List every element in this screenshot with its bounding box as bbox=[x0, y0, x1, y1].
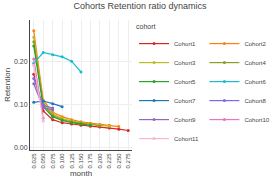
svg-text:Cohort11: Cohort11 bbox=[174, 136, 199, 142]
svg-text:0.100: 0.100 bbox=[59, 153, 65, 169]
svg-text:Cohort6: Cohort6 bbox=[244, 79, 266, 85]
svg-text:0.275: 0.275 bbox=[125, 153, 131, 169]
svg-text:0.20: 0.20 bbox=[14, 58, 28, 65]
svg-text:Cohort7: Cohort7 bbox=[174, 98, 196, 104]
svg-text:Cohort8: Cohort8 bbox=[244, 98, 266, 104]
svg-text:Retention: Retention bbox=[3, 68, 12, 102]
svg-text:0.10: 0.10 bbox=[14, 101, 28, 108]
svg-text:Cohorts Retention ratio dynami: Cohorts Retention ratio dynamics bbox=[73, 1, 207, 11]
svg-text:Cohort9: Cohort9 bbox=[174, 117, 196, 123]
svg-text:0.250: 0.250 bbox=[116, 153, 122, 169]
svg-text:Cohort2: Cohort2 bbox=[244, 41, 266, 47]
svg-text:0.075: 0.075 bbox=[50, 153, 56, 169]
svg-text:0.175: 0.175 bbox=[87, 153, 93, 169]
svg-text:Cohort5: Cohort5 bbox=[174, 79, 196, 85]
svg-text:0.025: 0.025 bbox=[31, 153, 37, 169]
svg-text:Cohort10: Cohort10 bbox=[244, 117, 269, 123]
svg-text:0.125: 0.125 bbox=[69, 153, 75, 169]
svg-text:0.050: 0.050 bbox=[40, 153, 46, 169]
svg-text:0.200: 0.200 bbox=[97, 153, 103, 169]
svg-text:Cohort1: Cohort1 bbox=[174, 41, 196, 47]
svg-text:0.150: 0.150 bbox=[78, 153, 84, 169]
svg-text:cohort: cohort bbox=[136, 23, 156, 30]
svg-text:Cohort3: Cohort3 bbox=[174, 60, 196, 66]
svg-text:0.00: 0.00 bbox=[14, 144, 28, 151]
svg-text:month: month bbox=[70, 169, 92, 178]
svg-text:0.225: 0.225 bbox=[106, 153, 112, 169]
svg-text:Cohort4: Cohort4 bbox=[244, 60, 266, 66]
